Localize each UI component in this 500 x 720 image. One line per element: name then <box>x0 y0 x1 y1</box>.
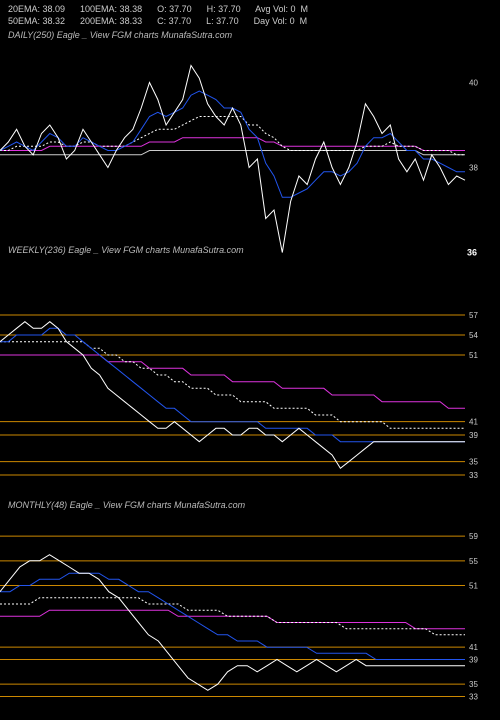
axis-tick-label: 59 <box>469 532 478 541</box>
weekly-ema100-line <box>0 355 465 408</box>
daily-price-line <box>0 66 465 253</box>
axis-tick-label: 33 <box>469 693 478 702</box>
axis-tick-label: 51 <box>469 582 478 591</box>
header-row-2: 50EMA: 38.32 200EMA: 38.33 C: 37.70 L: 3… <box>8 16 307 26</box>
monthly-chart: 59 55 51 41 39 35 33 <box>0 530 500 715</box>
axis-tick-label: 39 <box>469 431 478 440</box>
weekly-panel-label: WEEKLY(236) Eagle _ View FGM charts Muna… <box>8 245 244 255</box>
axis-tick-label: 35 <box>469 680 478 689</box>
axis-tick-label-bold: 36 <box>467 248 477 258</box>
axis-tick-label: 40 <box>469 79 478 88</box>
axis-tick-label: 35 <box>469 458 478 467</box>
axis-tick-label: 57 <box>469 311 478 320</box>
axis-tick-label: 41 <box>469 418 478 427</box>
daily-ema200-line <box>0 151 465 155</box>
header-row-1: 20EMA: 38.09 100EMA: 38.38 O: 37.70 H: 3… <box>8 4 308 14</box>
weekly-ema20-line <box>0 328 465 441</box>
monthly-panel-label: MONTHLY(48) Eagle _ View FGM charts Muna… <box>8 500 245 510</box>
axis-tick-label: 55 <box>469 557 478 566</box>
axis-tick-label: 39 <box>469 656 478 665</box>
axis-tick-label: 33 <box>469 471 478 480</box>
axis-tick-label: 41 <box>469 643 478 652</box>
daily-ema50-line <box>0 117 465 155</box>
axis-tick-label: 54 <box>469 331 478 340</box>
weekly-chart: 57 54 51 41 39 35 33 <box>0 295 500 495</box>
monthly-ema100-line <box>0 610 465 629</box>
axis-tick-label: 38 <box>469 164 478 173</box>
daily-chart: 40 38 36 <box>0 40 500 295</box>
daily-panel-label: DAILY(250) Eagle _ View FGM charts Munaf… <box>8 30 232 40</box>
weekly-price-line <box>0 322 465 469</box>
axis-tick-label: 51 <box>469 351 478 360</box>
